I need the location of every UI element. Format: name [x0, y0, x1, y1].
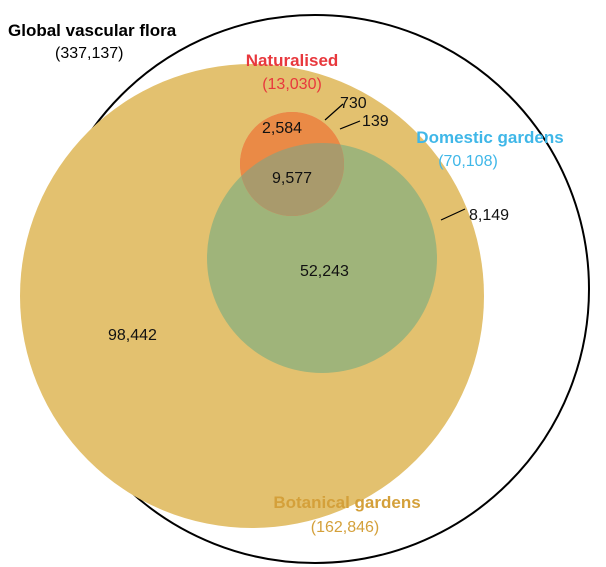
- region-botanical-only: 98,442: [108, 327, 157, 344]
- leader-line-730: [324, 103, 344, 121]
- region-domestic-botanical: 52,243: [300, 263, 349, 280]
- naturalised-title: Naturalised: [246, 51, 339, 70]
- botanical-gardens-title: Botanical gardens: [273, 493, 420, 512]
- domestic-gardens-count: (70,108): [438, 153, 498, 170]
- region-all-three: 9,577: [272, 170, 312, 187]
- leader-line-139: [339, 120, 361, 130]
- global-flora-count: (337,137): [55, 45, 124, 62]
- region-naturalised-domestic: 139: [362, 113, 389, 130]
- botanical-gardens-count: (162,846): [311, 519, 380, 536]
- region-domestic-only: 8,149: [469, 207, 509, 224]
- domestic-gardens-title: Domestic gardens: [416, 128, 563, 147]
- leader-line-8149: [440, 208, 466, 221]
- global-flora-title: Global vascular flora: [8, 21, 177, 40]
- region-naturalised-only: 730: [340, 95, 367, 112]
- all-three-overlap: [240, 143, 344, 216]
- region-naturalised-botanical: 2,584: [262, 120, 302, 137]
- naturalised-count: (13,030): [262, 76, 322, 93]
